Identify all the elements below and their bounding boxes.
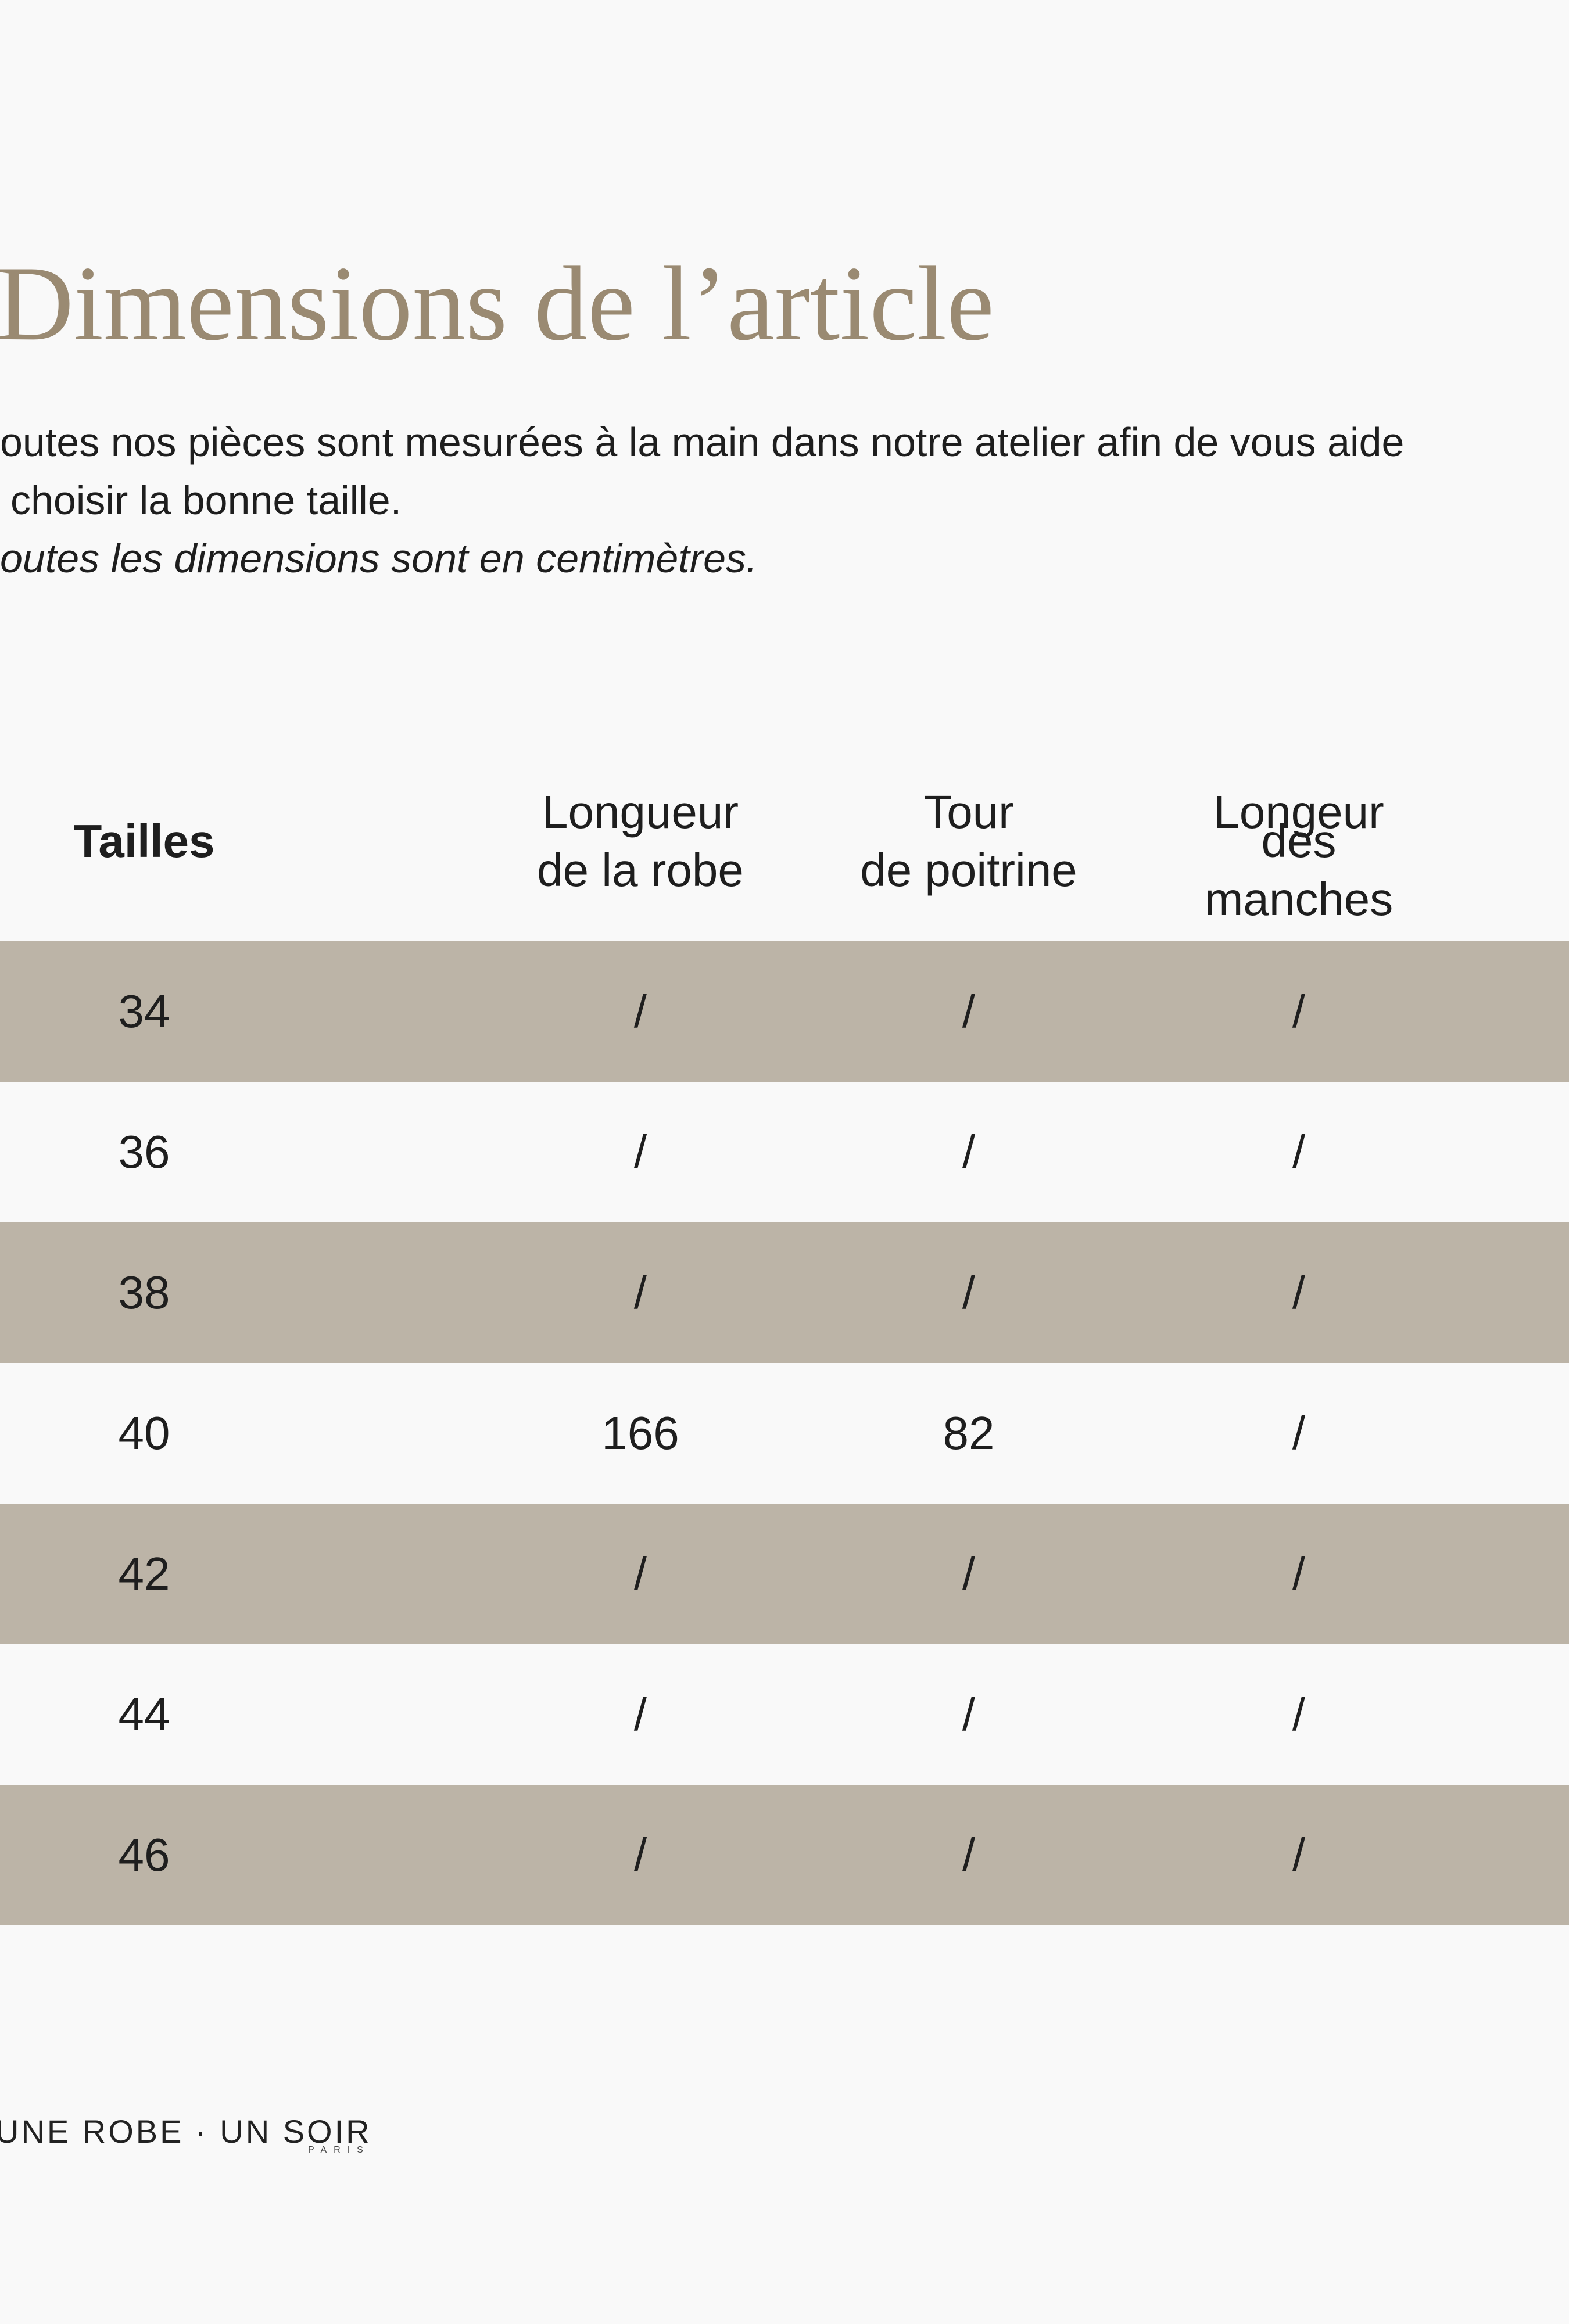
table-cell: 44 — [118, 1688, 170, 1740]
table-cell: 34 — [118, 985, 170, 1037]
table-row — [0, 941, 1569, 1082]
table-cell: / — [633, 1548, 647, 1599]
description: outes nos pièces sont mesurées à la main… — [0, 419, 1405, 465]
table-cell: / — [1292, 1548, 1306, 1599]
table-cell: / — [962, 1267, 976, 1318]
brand-sub: PARIS — [308, 2145, 370, 2155]
table-cell: 36 — [118, 1126, 170, 1178]
table-cell: 42 — [118, 1548, 170, 1599]
column-header: Longueur — [542, 786, 739, 838]
column-header: de poitrine — [860, 844, 1077, 896]
table-row — [0, 1363, 1569, 1504]
table-cell: / — [633, 1829, 647, 1881]
table-cell: / — [962, 1126, 976, 1178]
table-row — [0, 1082, 1569, 1222]
column-header: des manches — [1204, 815, 1394, 925]
column-header: Longeur — [1213, 786, 1384, 838]
table-cell: / — [1292, 1267, 1306, 1318]
table-cell: / — [1292, 1829, 1306, 1881]
table-cell: / — [962, 1829, 976, 1881]
description: choisir la bonne taille. — [10, 478, 402, 523]
brand-logo: UNE ROBE · UN SOIR — [0, 2113, 372, 2150]
table-cell: / — [962, 1688, 976, 1740]
column-header: Tailles — [73, 815, 215, 867]
table-cell: / — [1292, 1688, 1306, 1740]
table-row — [0, 1785, 1569, 1925]
title: Dimensions de l’article — [0, 244, 994, 363]
table-cell: 166 — [601, 1407, 679, 1459]
table-cell: / — [1292, 1407, 1306, 1459]
column-header: de la robe — [537, 844, 744, 896]
column-header: Tour — [923, 786, 1014, 838]
table-cell: / — [962, 985, 976, 1037]
table-cell: 38 — [118, 1267, 170, 1318]
table-cell: / — [1292, 985, 1306, 1037]
table-row — [0, 1644, 1569, 1785]
table-cell: 46 — [118, 1829, 170, 1881]
table-cell: / — [1292, 1126, 1306, 1178]
table-cell: / — [633, 1126, 647, 1178]
note: outes les dimensions sont en centimètres… — [0, 536, 758, 581]
table-cell: 40 — [118, 1407, 170, 1459]
table-row — [0, 1222, 1569, 1363]
table-cell: / — [962, 1548, 976, 1599]
table-row — [0, 1504, 1569, 1644]
table-cell: / — [633, 1267, 647, 1318]
table-cell: / — [633, 985, 647, 1037]
table-cell: 82 — [943, 1407, 995, 1459]
table-cell: / — [633, 1688, 647, 1740]
